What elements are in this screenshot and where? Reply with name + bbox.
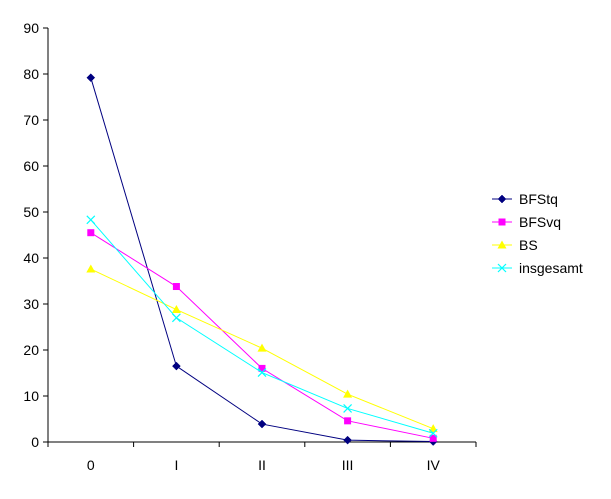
- x-tick-label: II: [258, 457, 266, 473]
- legend: BFStq BFSvq BS insgesamt: [492, 191, 583, 276]
- data-point: [257, 368, 267, 377]
- legend-marker: [498, 218, 506, 226]
- data-point: [257, 343, 267, 352]
- x-tick-label: III: [342, 457, 354, 473]
- y-tick-label: 70: [23, 112, 39, 128]
- data-point: [86, 73, 96, 83]
- data-point: [86, 264, 96, 273]
- series-bfstq: [86, 73, 438, 446]
- series-bs: [86, 264, 438, 433]
- data-point: [172, 361, 181, 371]
- legend-marker: [497, 194, 507, 204]
- legend-item-insgesamt: insgesamt: [492, 260, 583, 276]
- x-marker-stroke: [257, 368, 267, 377]
- x-marker-stroke: [86, 215, 96, 225]
- x-marker-stroke: [428, 428, 438, 438]
- legend-label: BFStq: [519, 191, 558, 207]
- y-tick-label: 0: [31, 434, 39, 450]
- data-point: [344, 417, 352, 425]
- data-point: [343, 403, 353, 413]
- data-point: [171, 313, 181, 323]
- series-bfsvq: [87, 229, 437, 442]
- data-point: [429, 434, 437, 442]
- series-group: [86, 73, 438, 446]
- legend-label: BFSvq: [519, 214, 561, 230]
- legend-marker: [497, 240, 507, 249]
- y-tick-label: 20: [23, 342, 39, 358]
- y-tick-label: 50: [23, 204, 39, 220]
- y-tick-label: 90: [23, 20, 39, 36]
- y-tick-label: 60: [23, 158, 39, 174]
- x-marker-stroke: [171, 313, 181, 323]
- legend-label: insgesamt: [519, 260, 583, 276]
- x-tick-label: I: [174, 457, 178, 473]
- y-tick-label: 80: [23, 66, 39, 82]
- data-point: [343, 389, 353, 398]
- legend-marker: [497, 263, 507, 273]
- legend-item-bfstq: BFStq: [492, 191, 558, 207]
- x-tick-label: IV: [427, 457, 441, 473]
- series-line: [90, 77, 434, 443]
- x-marker-stroke: [497, 263, 507, 273]
- data-point: [172, 283, 180, 291]
- data-point: [257, 419, 267, 429]
- data-point: [86, 215, 96, 225]
- y-tick-label: 10: [23, 388, 39, 404]
- legend-item-bfsvq: BFSvq: [492, 214, 561, 230]
- series-insgesamt: [86, 215, 438, 438]
- y-tick-label: 30: [23, 296, 39, 312]
- data-point: [171, 305, 181, 314]
- data-point: [258, 364, 266, 372]
- x-tick-label: 0: [87, 457, 95, 473]
- x-marker-stroke: [343, 403, 353, 413]
- data-point: [87, 229, 95, 237]
- legend-label: BS: [519, 237, 538, 253]
- data-point: [428, 424, 438, 433]
- y-tick-label: 40: [23, 250, 39, 266]
- data-point: [428, 428, 438, 438]
- data-point: [343, 435, 352, 445]
- legend-item-bs: BS: [492, 237, 538, 253]
